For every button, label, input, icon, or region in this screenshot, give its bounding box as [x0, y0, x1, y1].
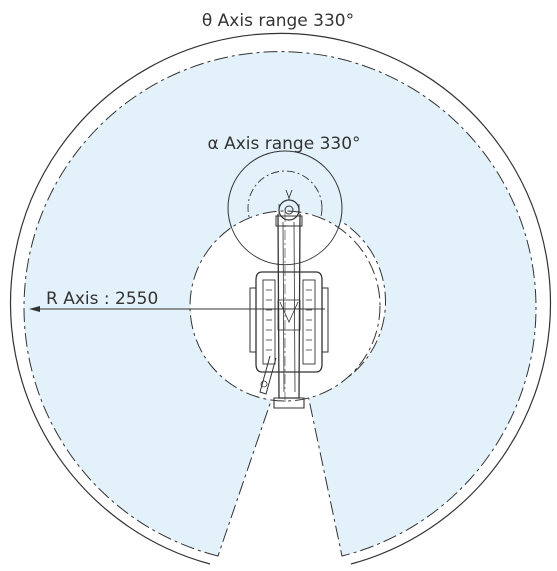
alpha-swing-inner-circle	[247, 170, 323, 246]
theta-work-area	[23, 51, 537, 557]
r-axis-label: R Axis : 2550	[46, 289, 158, 309]
robot-arm	[259, 213, 305, 409]
end-effector	[275, 189, 303, 227]
outer-boundary	[9, 32, 552, 565]
alpha-swing-arc-overlap	[230, 225, 340, 266]
alpha-axis-label: α Axis range 330°	[207, 134, 360, 154]
theta-axis-label: θ Axis range 330°	[202, 11, 354, 31]
r-axis-arrowhead	[29, 306, 40, 312]
